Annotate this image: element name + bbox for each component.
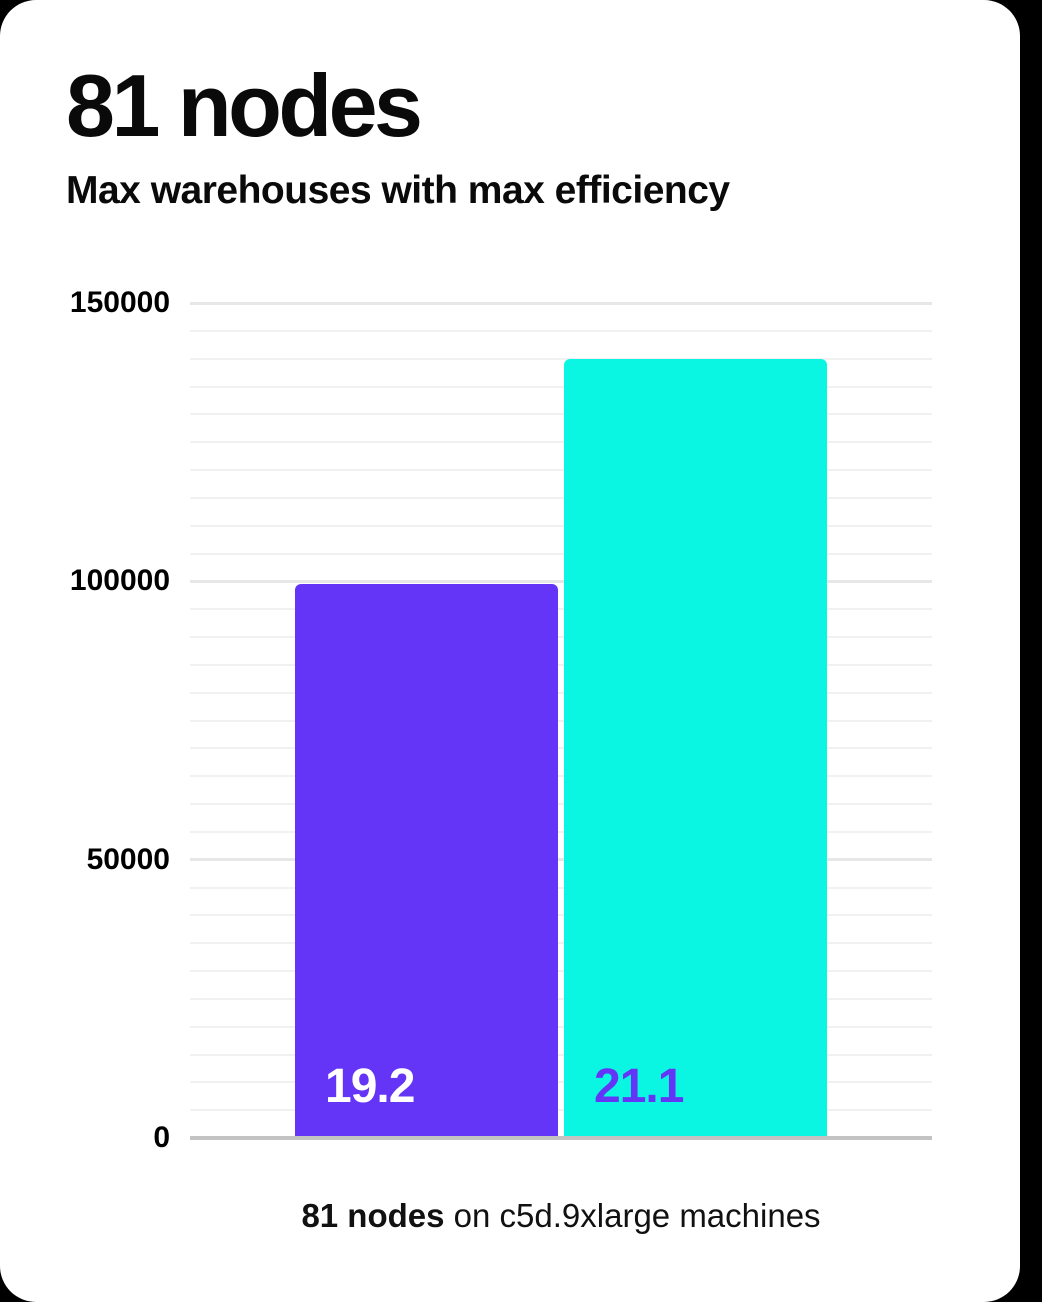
x-axis-caption: 81 nodes on c5d.9xlarge machines [190, 1196, 932, 1236]
y-gridline-major [190, 579, 932, 583]
y-gridline-minor [190, 1053, 932, 1056]
chart-subtitle: Max warehouses with max efficiency [66, 169, 730, 212]
y-gridline-minor [190, 608, 932, 611]
y-gridline-minor [190, 747, 932, 750]
y-axis-tick-label: 100000 [69, 564, 170, 598]
bar-value-label: 19.2 [325, 1060, 415, 1113]
bar: 21.1 [564, 359, 827, 1138]
y-gridline-minor [190, 636, 932, 638]
chart-title: 81 nodes [66, 56, 423, 155]
y-gridline-minor [190, 413, 932, 416]
y-gridline-minor [190, 886, 932, 889]
y-gridline-minor [190, 663, 932, 666]
y-gridline-minor [190, 1081, 932, 1084]
caption-bold-text: 81 nodes [301, 1197, 445, 1234]
y-gridline-minor [190, 1109, 932, 1112]
y-gridline-minor [190, 385, 932, 388]
y-gridline-minor [190, 496, 932, 499]
y-gridline-minor [190, 552, 932, 555]
y-gridline-major [190, 301, 932, 305]
chart-card: 81 nodes Max warehouses with max efficie… [0, 0, 1020, 1302]
y-gridline-minor [190, 775, 932, 778]
y-axis-tick-label: 0 [153, 1121, 170, 1154]
y-gridline-minor [190, 357, 932, 360]
caption-regular-text: on c5d.9xlarge machines [444, 1197, 821, 1234]
y-gridline-major [190, 858, 932, 862]
x-axis-line [190, 1136, 932, 1140]
y-gridline-minor [190, 914, 932, 917]
y-gridline-minor [190, 719, 932, 722]
y-gridline-minor [190, 524, 932, 527]
y-gridline-minor [190, 803, 932, 805]
y-gridline-minor [190, 970, 932, 972]
y-gridline-minor [190, 830, 932, 833]
y-gridline-minor [190, 469, 932, 471]
y-gridline-minor [190, 441, 932, 444]
y-gridline-minor [190, 942, 932, 945]
y-axis-tick-label: 50000 [86, 842, 170, 876]
bar: 19.2 [295, 584, 558, 1138]
y-gridline-minor [190, 997, 932, 1000]
y-gridline-minor [190, 329, 932, 332]
y-gridline-minor [190, 1025, 932, 1028]
y-gridline-minor [190, 691, 932, 694]
bar-value-label: 21.1 [594, 1060, 684, 1113]
y-axis-tick-label: 150000 [69, 286, 170, 319]
bar-chart-plot: 19.2 21.1 [190, 301, 932, 1140]
